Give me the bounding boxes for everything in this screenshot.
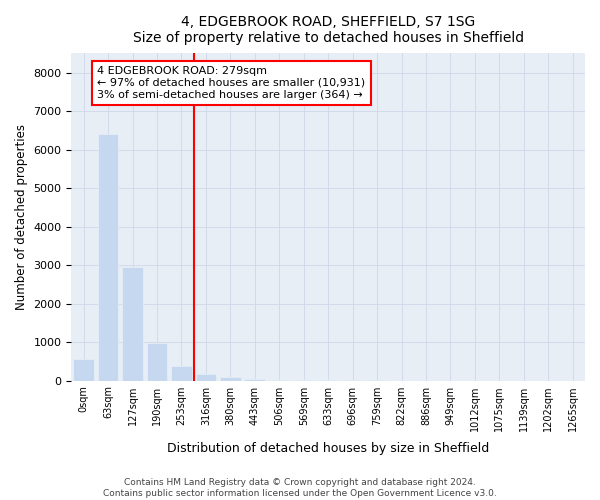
Bar [73,360,94,380]
Bar [146,343,167,380]
Bar [98,134,118,380]
Bar [220,378,241,380]
Bar [244,378,265,380]
Title: 4, EDGEBROOK ROAD, SHEFFIELD, S7 1SG
Size of property relative to detached house: 4, EDGEBROOK ROAD, SHEFFIELD, S7 1SG Siz… [133,15,524,45]
Text: 4 EDGEBROOK ROAD: 279sqm
← 97% of detached houses are smaller (10,931)
3% of sem: 4 EDGEBROOK ROAD: 279sqm ← 97% of detach… [97,66,365,100]
X-axis label: Distribution of detached houses by size in Sheffield: Distribution of detached houses by size … [167,442,490,455]
Text: Contains HM Land Registry data © Crown copyright and database right 2024.
Contai: Contains HM Land Registry data © Crown c… [103,478,497,498]
Bar [171,366,192,380]
Y-axis label: Number of detached properties: Number of detached properties [15,124,28,310]
Bar [122,267,143,380]
Bar [196,374,217,380]
